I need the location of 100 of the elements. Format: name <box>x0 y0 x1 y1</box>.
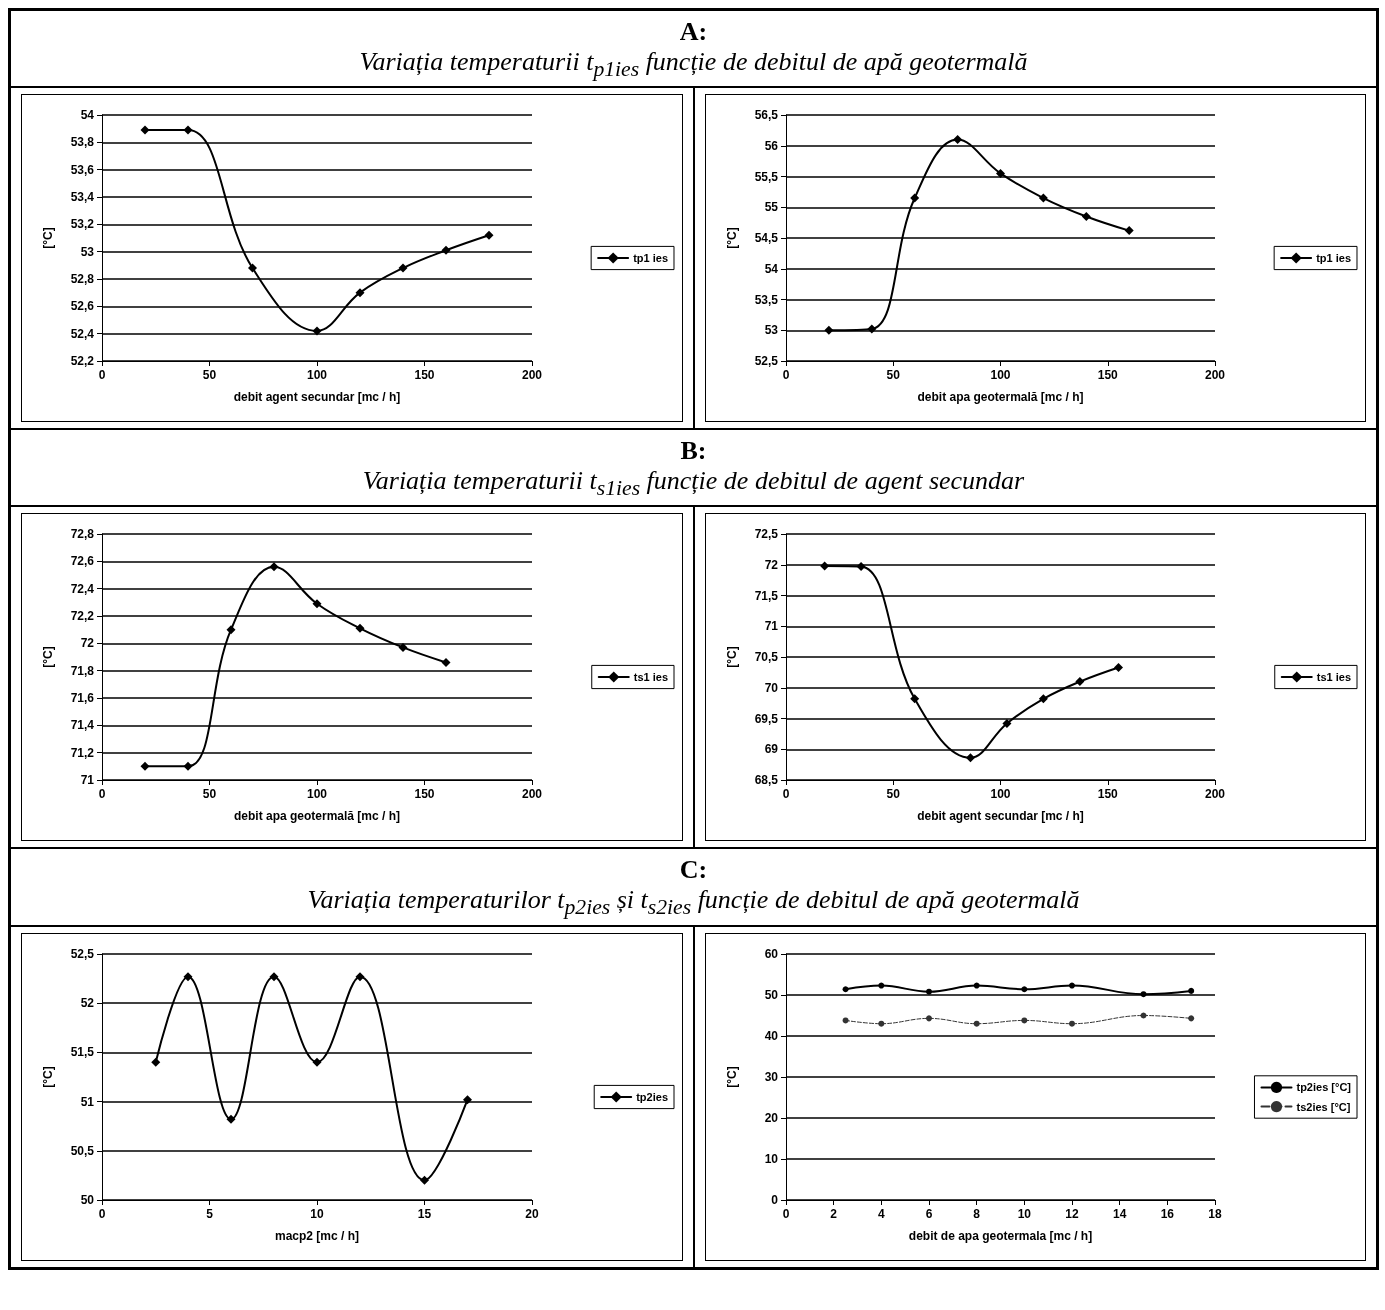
x-tick-label: 0 <box>98 1206 106 1221</box>
legend-label: tp2ies [°C] <box>1296 1080 1352 1093</box>
x-tick-label: 5 <box>206 1206 214 1221</box>
point <box>484 230 494 240</box>
point <box>910 694 920 704</box>
point <box>420 1175 429 1185</box>
point <box>1069 1020 1075 1027</box>
point <box>269 971 279 981</box>
legend-label: tp2ies <box>636 1090 669 1103</box>
point <box>1002 719 1012 729</box>
point <box>910 193 920 203</box>
x-tick-label: 15 <box>417 1206 432 1221</box>
x-tick-label: 200 <box>521 787 543 802</box>
point <box>1038 694 1048 704</box>
legend-label: tp1 ies <box>1316 252 1352 265</box>
text: Variația temperaturii t$_{s1ies}$ funcție de debitul de agent secundar <box>361 466 1026 502</box>
y-tick-label: 50 <box>764 987 779 1002</box>
point <box>226 1114 236 1124</box>
point <box>151 1057 161 1067</box>
y-tick-label: 20 <box>764 1110 779 1125</box>
y-tick-label: 52,5 <box>754 354 779 369</box>
y-axis-title: [°C] <box>41 1065 55 1088</box>
x-tick-label: 100 <box>990 787 1011 802</box>
point <box>355 288 365 298</box>
x-tick-label: 4 <box>877 1206 885 1221</box>
x-axis-title: debit apa geotermală [mc / h] <box>917 390 1084 405</box>
x-tick-label: 150 <box>1097 787 1119 802</box>
point <box>842 985 849 992</box>
x-tick-label: 100 <box>306 787 328 802</box>
y-tick-label: 72 <box>764 558 779 573</box>
x-tick-label: 0 <box>98 368 106 383</box>
y-tick-label: 72,4 <box>70 582 95 597</box>
y-tick-label: 70,5 <box>754 650 779 665</box>
point <box>1124 226 1134 236</box>
y-tick-label: 54 <box>764 261 779 276</box>
y-tick-label: 52,2 <box>70 354 95 369</box>
y-tick-label: 70 <box>764 681 779 696</box>
y-tick-label: 0 <box>771 1192 779 1207</box>
x-tick-label: 50 <box>886 787 901 802</box>
point <box>248 263 257 273</box>
y-tick-label: 72 <box>80 636 95 651</box>
point <box>226 625 236 635</box>
point <box>824 325 834 335</box>
x-tick-label: 50 <box>886 368 901 383</box>
x-tick-label: 8 <box>973 1206 981 1221</box>
x-tick-label: 12 <box>1065 1206 1079 1221</box>
text: A: <box>678 17 709 47</box>
point <box>398 263 408 273</box>
x-tick-label: 150 <box>414 368 435 383</box>
y-tick-label: 53,8 <box>70 135 95 150</box>
point <box>878 1020 885 1027</box>
y-tick-label: 60 <box>764 946 779 961</box>
legend-label: ts1 ies <box>633 671 668 684</box>
point <box>965 753 975 763</box>
point <box>312 1057 322 1067</box>
point <box>1021 985 1028 992</box>
y-axis-title: [°C] <box>41 646 55 669</box>
y-tick-label: 69,5 <box>754 711 779 726</box>
y-tick-label: 54 <box>80 108 95 123</box>
y-tick-label: 52,6 <box>70 299 95 314</box>
y-tick-label: 56,5 <box>754 108 779 123</box>
point <box>1021 1016 1028 1023</box>
y-tick-label: 50 <box>80 1192 95 1207</box>
y-tick-label: 71 <box>764 619 779 634</box>
y-axis-title: [°C] <box>725 227 739 249</box>
y-tick-label: 53,5 <box>754 292 779 307</box>
y-tick-label: 71,5 <box>754 588 779 603</box>
x-tick-label: 20 <box>525 1206 539 1221</box>
y-tick-label: 52,5 <box>70 946 95 961</box>
x-tick-label: 200 <box>1204 368 1226 383</box>
y-axis-title: [°C] <box>41 227 55 249</box>
y-axis-title: [°C] <box>725 646 739 669</box>
y-tick-label: 40 <box>764 1028 779 1043</box>
y-tick-label: 51,5 <box>70 1044 95 1059</box>
y-tick-label: 30 <box>764 1069 779 1084</box>
y-tick-label: 10 <box>764 1151 779 1166</box>
point <box>926 1014 932 1021</box>
y-tick-label: 50,5 <box>70 1143 95 1158</box>
x-tick-label: 200 <box>1204 787 1226 802</box>
y-tick-label: 71,2 <box>70 746 95 761</box>
x-axis-title: debit agent secundar [mc / h] <box>917 809 1084 824</box>
y-tick-label: 53 <box>80 244 95 259</box>
x-tick-label: 10 <box>310 1206 324 1221</box>
x-tick-label: 200 <box>521 368 543 383</box>
legend-label: ts2ies [°C] <box>1296 1100 1351 1113</box>
text: Variația temperaturilor t$_{p2ies}$ și t$_{s2ies}$ funcție de debitul de apă geotermală <box>306 885 1081 921</box>
legend-label: ts1 ies <box>1316 671 1351 684</box>
x-tick-label: 50 <box>202 368 217 383</box>
point <box>1069 982 1075 989</box>
x-tick-label: 0 <box>782 787 790 802</box>
x-axis-title: debit de apa geotermala [mc / h] <box>908 1228 1093 1243</box>
y-tick-label: 52 <box>80 995 95 1010</box>
point <box>973 982 980 989</box>
point <box>355 971 365 981</box>
point <box>463 1094 472 1104</box>
point <box>996 169 1005 179</box>
y-tick-label: 55 <box>764 200 779 215</box>
point <box>140 125 150 135</box>
x-tick-label: 150 <box>414 787 435 802</box>
x-tick-label: 16 <box>1160 1206 1175 1221</box>
